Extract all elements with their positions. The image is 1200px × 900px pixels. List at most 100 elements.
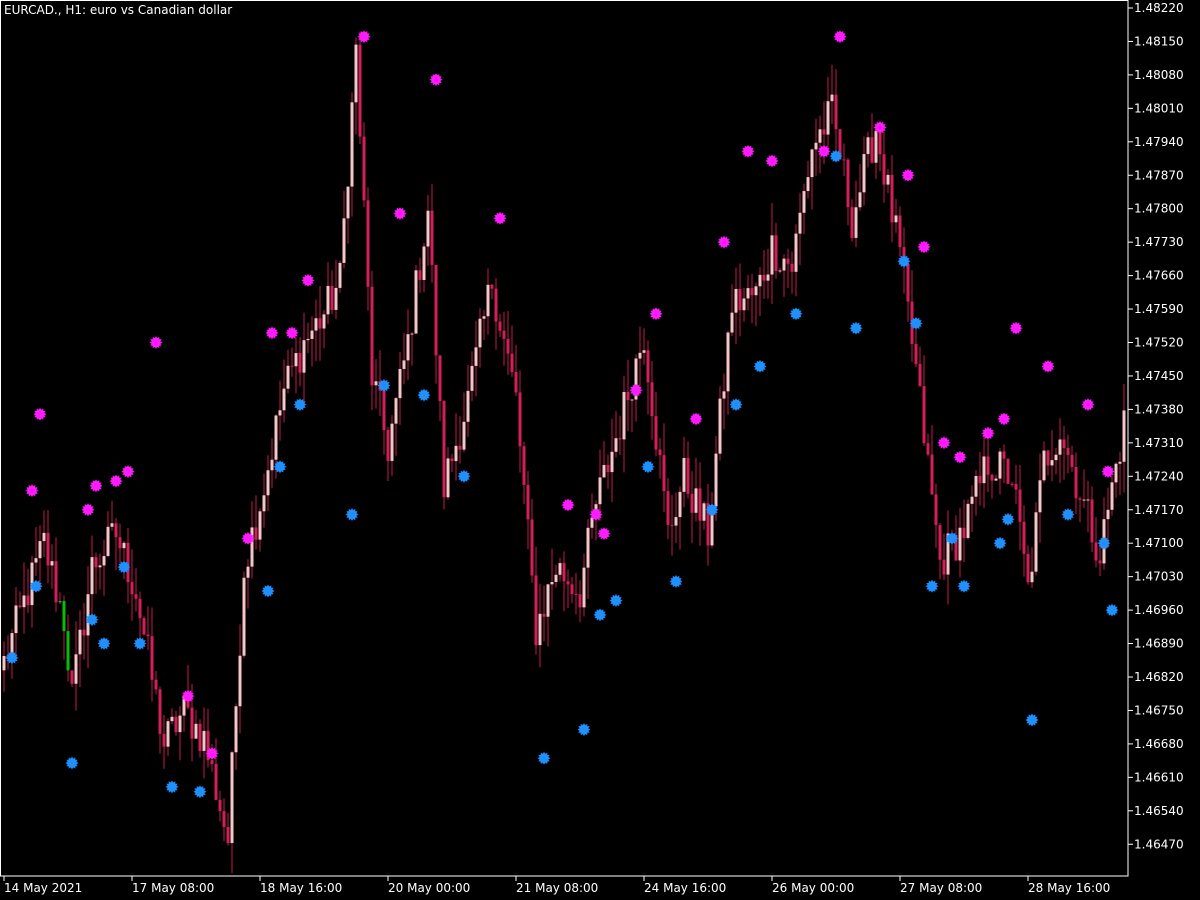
x-tick-label: 27 May 08:00	[900, 881, 982, 895]
marker-low	[789, 307, 803, 321]
candle-body	[486, 284, 490, 317]
candle-body	[446, 458, 450, 498]
candle-body	[786, 258, 790, 264]
candle-body	[946, 533, 950, 575]
candle-body	[1086, 499, 1090, 501]
candle-body	[354, 44, 358, 103]
marker-low	[1001, 512, 1015, 526]
candle-body	[666, 491, 670, 525]
marker-high	[997, 412, 1011, 426]
candle-body	[1046, 450, 1050, 466]
candle-body	[830, 94, 834, 102]
candle-body	[958, 527, 962, 561]
y-tick-label: 1.46680	[1134, 737, 1184, 751]
candle-body	[986, 456, 990, 475]
candle-body	[414, 270, 418, 334]
candle-body	[734, 288, 738, 313]
candle-body	[550, 581, 554, 585]
candle-body	[234, 706, 238, 753]
candle-body	[362, 136, 366, 201]
candle-body	[346, 186, 350, 219]
y-tick-label: 1.48080	[1134, 68, 1184, 82]
candle-body	[546, 584, 550, 617]
candle-body	[374, 381, 378, 386]
candle-body	[370, 286, 374, 386]
candle-body	[42, 532, 46, 542]
candle-body	[954, 535, 958, 561]
y-tick-label: 1.47660	[1134, 269, 1184, 283]
candle-body	[494, 288, 498, 322]
candle-body	[998, 451, 1002, 479]
marker-high	[181, 689, 195, 703]
marker-low	[753, 359, 767, 373]
candle-body	[898, 215, 902, 248]
candle-body	[774, 235, 778, 271]
candle-body	[702, 503, 706, 521]
candle-body	[554, 574, 558, 582]
candle-body	[802, 191, 806, 213]
candle-body	[762, 274, 766, 281]
marker-high	[817, 144, 831, 158]
candle-body	[402, 360, 406, 369]
candle-body	[542, 613, 546, 617]
y-tick-label: 1.47450	[1134, 369, 1184, 383]
candle-body	[102, 556, 106, 566]
candle-body	[230, 752, 234, 843]
candle-body	[926, 443, 930, 455]
marker-high	[241, 531, 255, 545]
candle-body	[2, 655, 6, 671]
candle-body	[462, 421, 466, 450]
candle-body	[426, 210, 430, 247]
candle-body	[166, 721, 170, 747]
candle-body	[202, 730, 206, 751]
candle-body	[850, 207, 854, 238]
candle-body	[590, 517, 594, 528]
candle-body	[842, 159, 846, 161]
candle-body	[286, 365, 290, 389]
candle-body	[258, 511, 262, 540]
candle-body	[254, 527, 258, 540]
candle-body	[1022, 521, 1026, 554]
marker-high	[493, 211, 507, 225]
y-tick-label: 1.47870	[1134, 168, 1184, 182]
marker-low	[945, 531, 959, 545]
marker-high	[33, 407, 47, 421]
y-tick-label: 1.47380	[1134, 402, 1184, 416]
candle-body	[110, 523, 114, 527]
candle-body	[930, 454, 934, 495]
y-tick-label: 1.46820	[1134, 670, 1184, 684]
candle-body	[442, 401, 446, 498]
candle-body	[218, 799, 222, 812]
marker-low	[345, 508, 359, 521]
candle-body	[26, 595, 30, 606]
candle-body	[206, 730, 210, 761]
marker-low	[729, 398, 743, 412]
candle-body	[70, 670, 74, 684]
candle-body	[342, 218, 346, 263]
y-tick-label: 1.47310	[1134, 436, 1184, 450]
y-tick-label: 1.47730	[1134, 235, 1184, 249]
candle-body	[878, 131, 882, 155]
y-tick-label: 1.46890	[1134, 637, 1184, 651]
candle-body	[34, 558, 38, 563]
candle-body	[1002, 451, 1006, 459]
candle-body	[482, 316, 486, 319]
marker-low	[925, 579, 939, 593]
candle-body	[934, 494, 938, 526]
candle-body	[410, 333, 414, 335]
candle-body	[766, 274, 770, 281]
candle-body	[778, 270, 782, 272]
marker-low	[5, 651, 19, 665]
candle-body	[614, 438, 618, 452]
marker-high	[1041, 359, 1055, 373]
marker-high	[937, 436, 951, 450]
candle-body	[518, 392, 522, 447]
marker-high	[89, 479, 103, 493]
candle-body	[350, 102, 354, 187]
candle-body	[730, 312, 734, 333]
x-tick-label: 26 May 00:00	[772, 881, 854, 895]
x-tick-label: 28 May 16:00	[1028, 881, 1110, 895]
candle-body	[706, 503, 710, 546]
